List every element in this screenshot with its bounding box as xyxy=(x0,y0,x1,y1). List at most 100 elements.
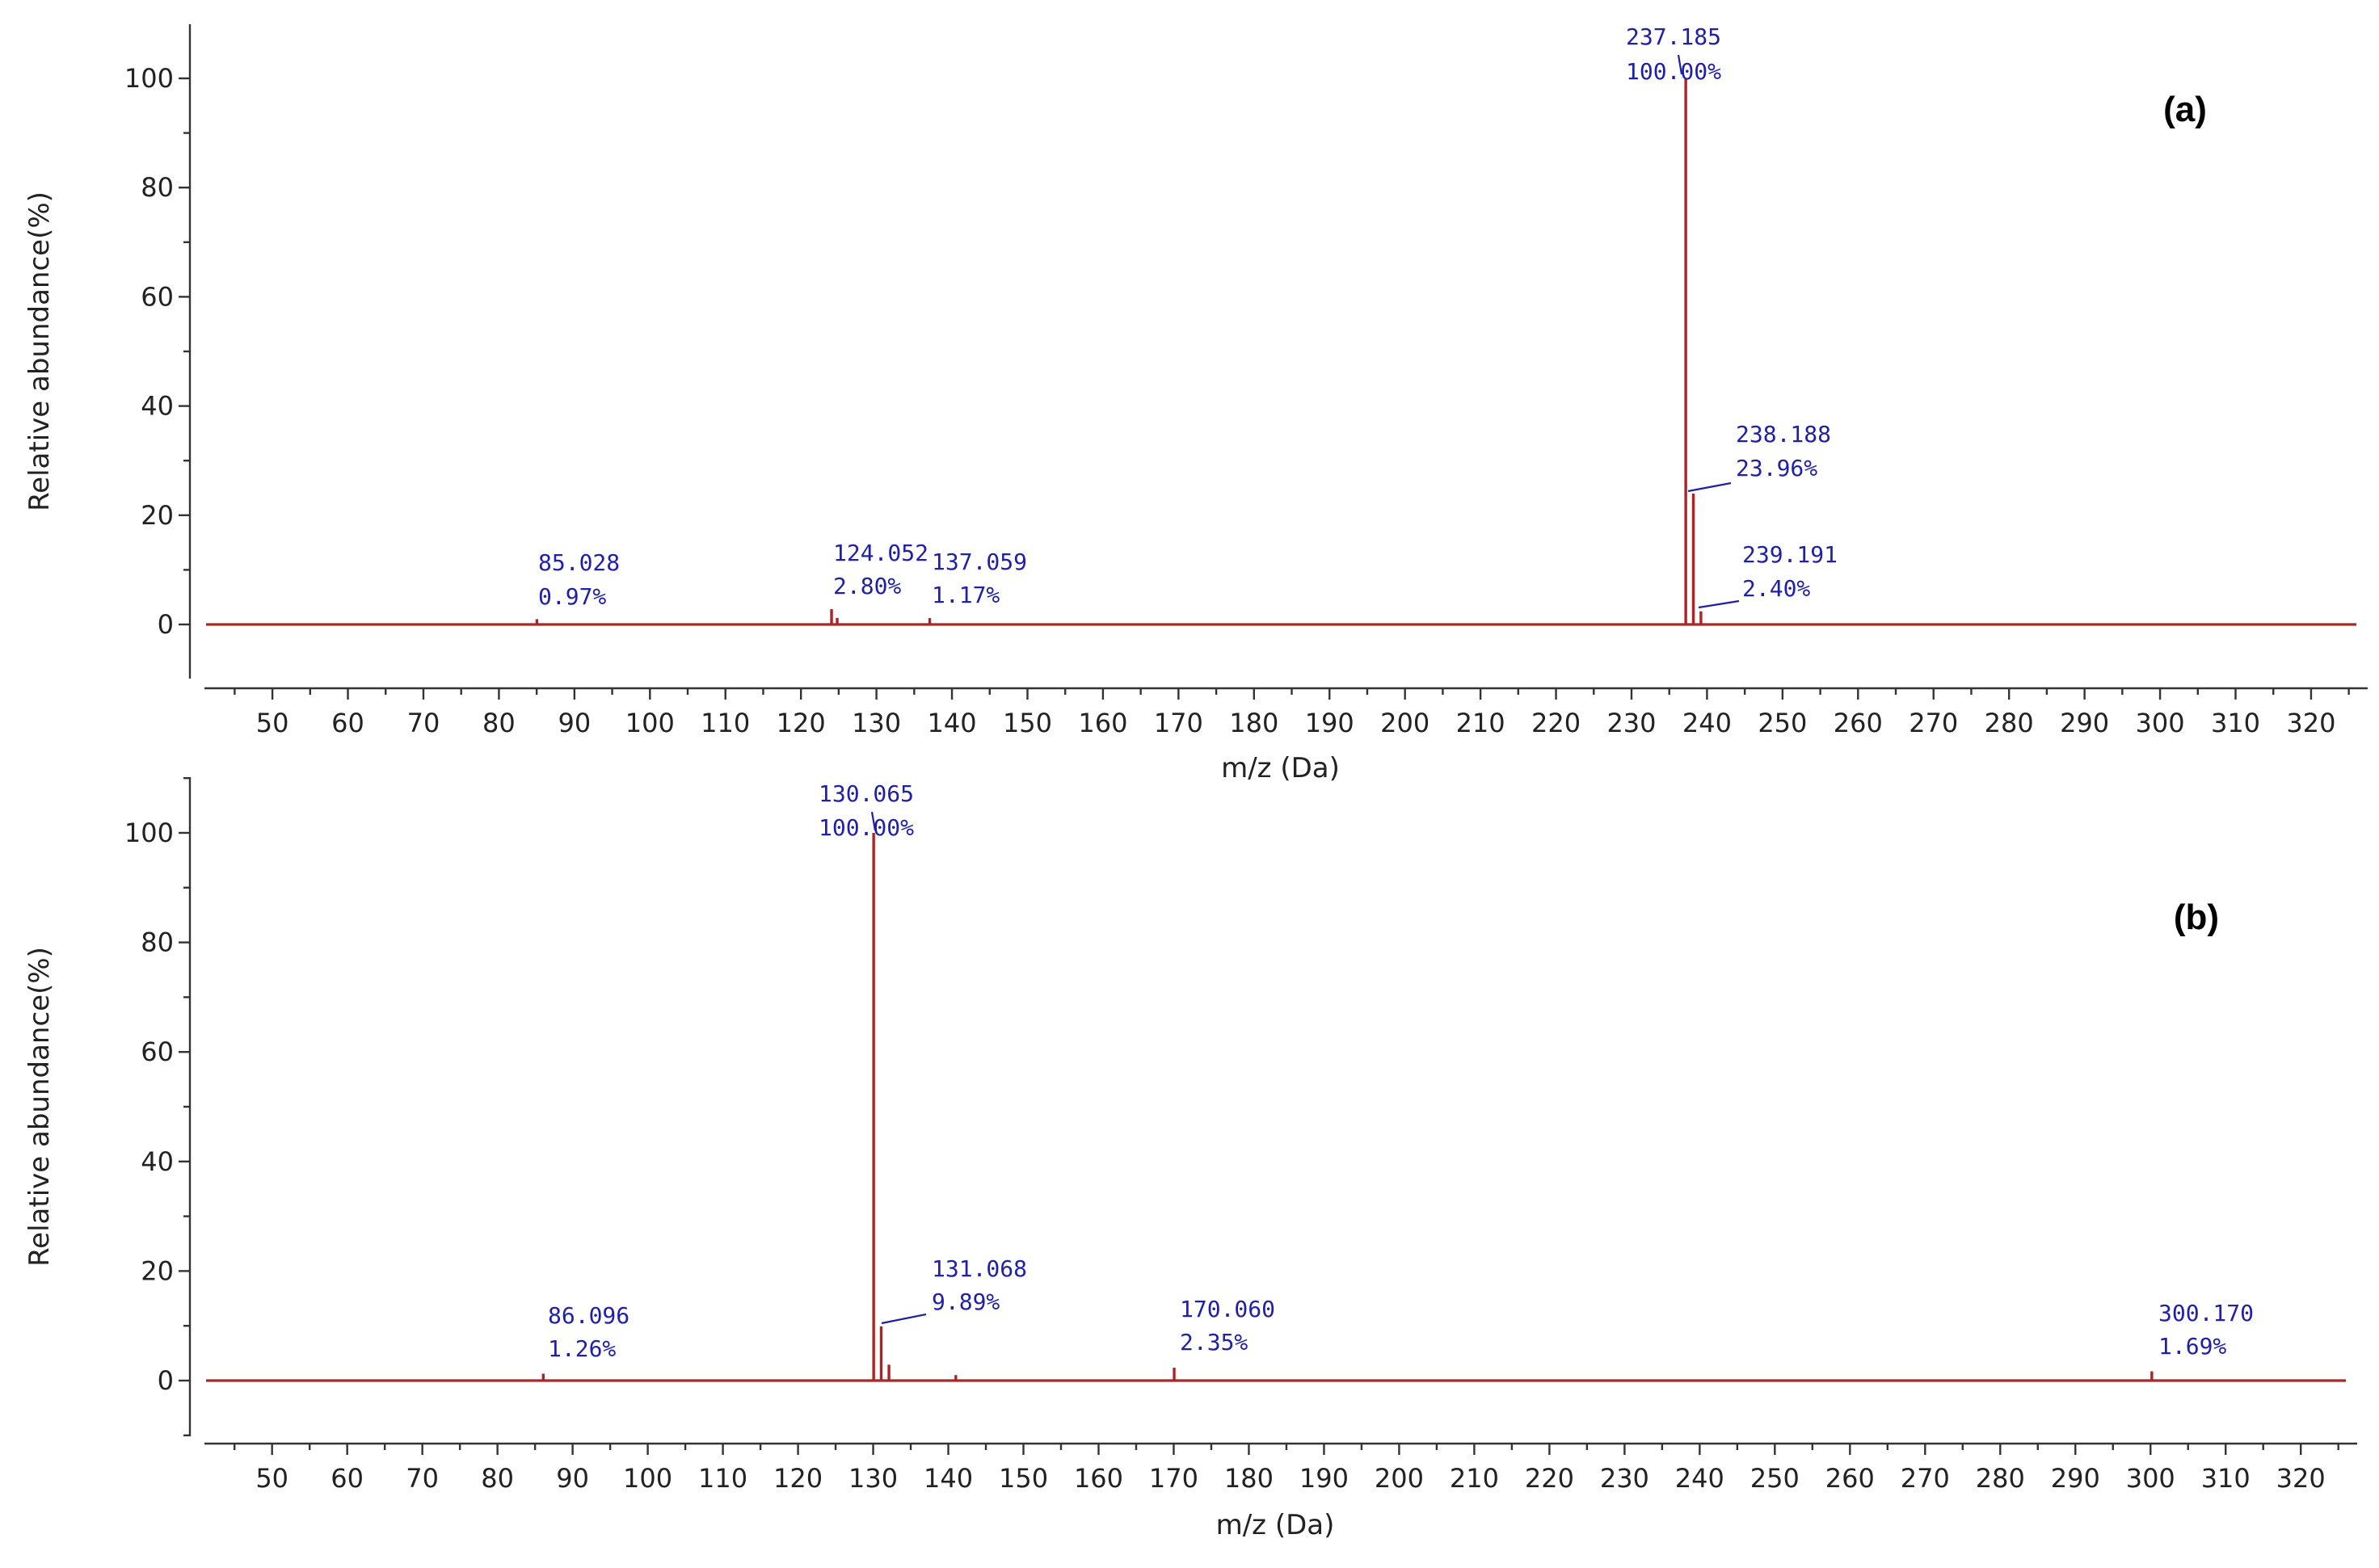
y-tick-label: 100 xyxy=(124,818,174,848)
spectrum-panel-b: 0 20 40 60 80 100 50 60 70 80 90 100 110 120 130 140 150… xyxy=(23,777,2357,1541)
x-tick-label: 270 xyxy=(1909,708,1958,738)
x-tick-label: 160 xyxy=(1074,1463,1123,1494)
peak-mz-label: 300.170 xyxy=(2158,1300,2254,1326)
x-tick-label: 150 xyxy=(1003,708,1052,738)
y-tick-label: 0 xyxy=(158,609,174,640)
x-tick-label: 130 xyxy=(852,708,901,738)
x-tick-label: 160 xyxy=(1078,708,1127,738)
x-tick-label: 300 xyxy=(2126,1463,2175,1494)
peak-abundance-label: 2.40% xyxy=(1742,575,1810,602)
x-tick-label: 250 xyxy=(1750,1463,1800,1494)
peak-abundance-label: 9.89% xyxy=(932,1288,1000,1315)
x-tick-label: 260 xyxy=(1825,1463,1875,1494)
spectrum-panel-a: 0 20 40 60 80 100 50 60 70 80 90 100 110 120 130 140 150… xyxy=(23,23,2368,784)
peak-leader-line xyxy=(1677,54,1683,75)
y-tick-label: 100 xyxy=(124,63,174,94)
x-tick-label: 320 xyxy=(2286,708,2335,738)
peak-abundance-label: 1.26% xyxy=(548,1335,616,1362)
x-tick-label: 50 xyxy=(256,708,289,738)
peak-abundance-label: 100.00% xyxy=(1626,58,1721,85)
peak-mz-label: 131.068 xyxy=(932,1255,1027,1282)
x-tick-label: 210 xyxy=(1456,708,1505,738)
x-tick-label: 180 xyxy=(1224,1463,1274,1494)
x-tick-label: 190 xyxy=(1305,708,1354,738)
x-axis-title: m/z (Da) xyxy=(1216,1509,1335,1541)
peak-leader-line xyxy=(881,1313,927,1325)
peak-leader-line xyxy=(1698,599,1740,609)
peak-abundance-label: 23.96% xyxy=(1736,455,1817,481)
x-tick-label: 280 xyxy=(1985,708,2034,738)
peak-abundance-label: 1.69% xyxy=(2158,1333,2226,1360)
x-tick-label: 60 xyxy=(331,708,364,738)
peak-leader-line xyxy=(1687,481,1732,493)
peak-mz-label: 237.185 xyxy=(1626,23,1721,50)
y-axis-title: Relative abundance(%) xyxy=(23,947,56,1267)
peak-abundance-label: 1.17% xyxy=(932,582,1000,608)
x-tick-label: 190 xyxy=(1299,1463,1349,1494)
peak-mz-label: 86.096 xyxy=(548,1302,629,1329)
y-tick-label: 20 xyxy=(141,1255,174,1286)
peak-mz-label: 239.191 xyxy=(1742,541,1838,568)
x-tick-label: 280 xyxy=(1976,1463,2025,1494)
y-tick-label: 40 xyxy=(141,1146,174,1177)
x-tick-label: 120 xyxy=(773,1463,823,1494)
x-tick-label: 210 xyxy=(1450,1463,1499,1494)
peak-abundance-label: 2.35% xyxy=(1180,1329,1248,1356)
x-tick-label: 100 xyxy=(625,708,675,738)
peak-mz-label: 137.059 xyxy=(932,549,1027,575)
panel-label: (b) xyxy=(2174,898,2219,937)
y-tick-label: 40 xyxy=(141,391,174,422)
x-tick-label: 90 xyxy=(558,708,591,738)
x-tick-label: 130 xyxy=(848,1463,898,1494)
x-tick-label: 200 xyxy=(1375,1463,1424,1494)
peak-abundance-label: 2.80% xyxy=(833,573,901,599)
x-tick-label: 50 xyxy=(255,1463,288,1494)
peak-mz-label: 170.060 xyxy=(1180,1296,1275,1322)
x-tick-label: 90 xyxy=(556,1463,589,1494)
x-tick-label: 170 xyxy=(1149,1463,1198,1494)
x-tick-label: 290 xyxy=(2060,708,2109,738)
x-tick-label: 230 xyxy=(1600,1463,1649,1494)
peak-mz-label: 130.065 xyxy=(819,780,914,807)
x-tick-label: 120 xyxy=(777,708,826,738)
x-tick-label: 150 xyxy=(999,1463,1048,1494)
x-tick-label: 110 xyxy=(701,708,750,738)
peak-mz-label: 238.188 xyxy=(1736,421,1831,448)
y-tick-label: 80 xyxy=(141,172,174,203)
peak-leader-line xyxy=(870,811,877,831)
y-tick-label: 60 xyxy=(141,1036,174,1067)
x-tick-label: 70 xyxy=(407,708,440,738)
x-tick-label: 200 xyxy=(1380,708,1430,738)
y-tick-label: 0 xyxy=(158,1365,174,1396)
y-tick-label: 60 xyxy=(141,281,174,312)
x-tick-label: 140 xyxy=(928,708,977,738)
x-tick-label: 70 xyxy=(406,1463,439,1494)
peak-abundance-label: 0.97% xyxy=(538,583,606,610)
x-tick-label: 230 xyxy=(1606,708,1656,738)
peak-mz-label: 124.052 xyxy=(833,540,928,566)
peak-abundance-label: 100.00% xyxy=(819,814,914,841)
x-tick-label: 250 xyxy=(1758,708,1807,738)
x-tick-label: 220 xyxy=(1525,1463,1574,1494)
panel-label: (a) xyxy=(2163,90,2207,129)
peak-mz-label: 85.028 xyxy=(538,549,620,576)
x-tick-label: 220 xyxy=(1531,708,1581,738)
x-tick-label: 300 xyxy=(2136,708,2185,738)
x-tick-label: 310 xyxy=(2211,708,2260,738)
x-tick-label: 290 xyxy=(2051,1463,2100,1494)
y-axis-title: Relative abundance(%) xyxy=(23,191,56,511)
x-tick-label: 180 xyxy=(1229,708,1278,738)
x-axis-title: m/z (Da) xyxy=(1221,752,1340,784)
x-tick-label: 260 xyxy=(1834,708,1883,738)
x-tick-label: 240 xyxy=(1682,708,1732,738)
x-tick-label: 140 xyxy=(924,1463,973,1494)
x-tick-label: 60 xyxy=(331,1463,364,1494)
x-tick-label: 170 xyxy=(1154,708,1203,738)
x-tick-label: 110 xyxy=(698,1463,747,1494)
y-tick-label: 80 xyxy=(141,927,174,958)
x-tick-label: 320 xyxy=(2276,1463,2326,1494)
x-tick-label: 100 xyxy=(623,1463,672,1494)
x-tick-label: 270 xyxy=(1901,1463,1950,1494)
y-tick-label: 20 xyxy=(141,500,174,531)
